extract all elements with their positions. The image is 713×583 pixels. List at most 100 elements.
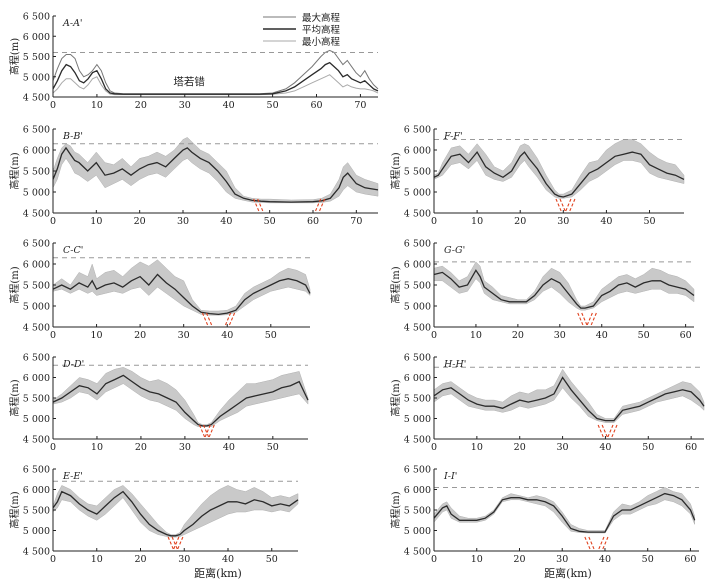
x-tick-label: 50: [266, 554, 278, 565]
fault-marker: [172, 536, 180, 552]
panel-5: 4 500 5 000 5 500 6 000 6 500 0 10 20 30 40 50 高程(m…: [8, 353, 309, 453]
panel-title: G-G': [444, 245, 465, 256]
x-tick-label: 50: [264, 216, 276, 227]
x-tick-label: 10: [471, 554, 483, 565]
range-band: [52, 137, 379, 204]
panel-4: 4 500 5 000 5 500 6 000 6 500 0 10 20 30 40 50 60 高程…: [389, 239, 695, 341]
fault-marker: [606, 424, 614, 440]
fault-marker: [202, 424, 210, 440]
y-tick-label: 5 500: [23, 52, 50, 63]
x-tick-label: 40: [223, 100, 235, 111]
panel-7: 4 500 5 000 5 500 6 000 6 500 0 10 20 30 40 50 高程(m…: [8, 465, 299, 565]
x-tick-label: 20: [134, 216, 146, 227]
fault-marker: [597, 424, 605, 440]
x-tick-label: 40: [599, 554, 611, 565]
series-line-max: [52, 49, 379, 95]
y-axis-label: 高程(m): [389, 491, 402, 528]
y-tick-label: 5 000: [23, 188, 50, 199]
y-tick-label: 6 500: [404, 239, 431, 250]
y-tick-label: 5 500: [23, 506, 50, 517]
y-tick-label: 5 500: [404, 167, 431, 178]
fault-marker: [314, 198, 322, 214]
x-tick-label: 10: [471, 216, 483, 227]
y-tick-label: 6 000: [23, 373, 50, 384]
panel-title: D-D': [62, 359, 84, 370]
x-tick-label: 40: [221, 330, 233, 341]
fault-marker: [610, 424, 618, 440]
x-tick-label: 50: [265, 330, 277, 341]
series-line-mean: [52, 490, 299, 537]
x-tick-label: 30: [554, 330, 566, 341]
fault-marker: [228, 312, 236, 328]
x-tick-label: 10: [91, 442, 103, 453]
legend-label: 最小高程: [302, 36, 341, 48]
series-line-mean: [433, 492, 696, 533]
range-band: [433, 139, 685, 199]
x-tick-label: 10: [91, 554, 103, 565]
series-line-min: [52, 74, 379, 96]
fault-marker: [588, 536, 596, 552]
series-line-mean: [433, 376, 705, 422]
fault-marker: [601, 536, 609, 552]
x-tick-label: 0: [50, 554, 56, 565]
y-tick-label: 5 500: [23, 167, 50, 178]
fault-marker: [318, 198, 326, 214]
x-tick-label: 60: [680, 330, 692, 341]
annotation: 塔若错: [173, 75, 205, 88]
y-tick-label: 4 500: [404, 209, 431, 220]
y-tick-label: 6 500: [404, 465, 431, 476]
x-tick-label: 0: [431, 330, 437, 341]
x-tick-label: 20: [135, 100, 147, 111]
x-tick-label: 20: [134, 330, 146, 341]
x-tick-label: 0: [431, 554, 437, 565]
fault-marker: [559, 198, 567, 214]
x-tick-label: 20: [134, 554, 146, 565]
panel-6: 4 500 5 000 5 500 6 000 6 500 0 10 20 30 40 50 60 高程…: [389, 353, 705, 453]
y-axis-label: 高程(m): [8, 266, 21, 303]
panel-title: H-H': [443, 359, 466, 370]
x-tick-label: 40: [222, 554, 234, 565]
x-tick-label: 40: [596, 330, 608, 341]
fault-marker: [198, 424, 206, 440]
y-tick-label: 4 500: [404, 435, 431, 446]
fault-marker: [224, 312, 232, 328]
x-tick-label: 50: [638, 330, 650, 341]
x-tick-label: 50: [267, 442, 279, 453]
y-tick-label: 5 500: [23, 394, 50, 405]
fault-marker: [589, 312, 597, 328]
y-tick-label: 6 000: [23, 32, 50, 43]
y-tick-label: 5 000: [23, 302, 50, 313]
series-line-mean: [433, 150, 685, 198]
x-tick-label: 50: [267, 100, 279, 111]
range-band: [433, 487, 695, 534]
panel-2: 4 500 5 000 5 500 6 000 6 500 0 10 20 30 40 50 高程(m…: [389, 125, 685, 227]
y-tick-label: 5 000: [404, 414, 431, 425]
x-tick-label: 60: [307, 216, 319, 227]
y-tick-label: 4 500: [404, 323, 431, 334]
y-axis-label: 高程(m): [389, 379, 402, 416]
x-tick-label: 30: [178, 330, 190, 341]
x-tick-label: 0: [431, 442, 437, 453]
x-tick-label: 30: [556, 554, 568, 565]
y-tick-label: 6 500: [23, 12, 50, 23]
x-tick-label: 10: [91, 100, 103, 111]
x-tick-label: 50: [642, 554, 654, 565]
x-tick-label: 10: [91, 330, 103, 341]
fault-marker: [585, 312, 593, 328]
y-tick-label: 6 000: [23, 146, 50, 157]
panel-3: 4 500 5 000 5 500 6 000 6 500 0 10 20 30 40 50 高程(m…: [8, 239, 311, 341]
x-tick-label: 0: [50, 100, 56, 111]
series-line-mean: [433, 269, 695, 309]
y-tick-label: 6 500: [23, 353, 50, 364]
panel-title: I-I': [443, 471, 457, 482]
y-tick-label: 6 000: [23, 260, 50, 271]
x-tick-label: 20: [513, 554, 525, 565]
fault-marker: [207, 424, 215, 440]
panel-title: A-A': [62, 18, 83, 29]
y-tick-label: 5 500: [23, 281, 50, 292]
x-tick-label: 30: [557, 216, 569, 227]
x-tick-label: 40: [600, 216, 612, 227]
y-tick-label: 6 500: [23, 239, 50, 250]
x-tick-label: 30: [557, 442, 569, 453]
